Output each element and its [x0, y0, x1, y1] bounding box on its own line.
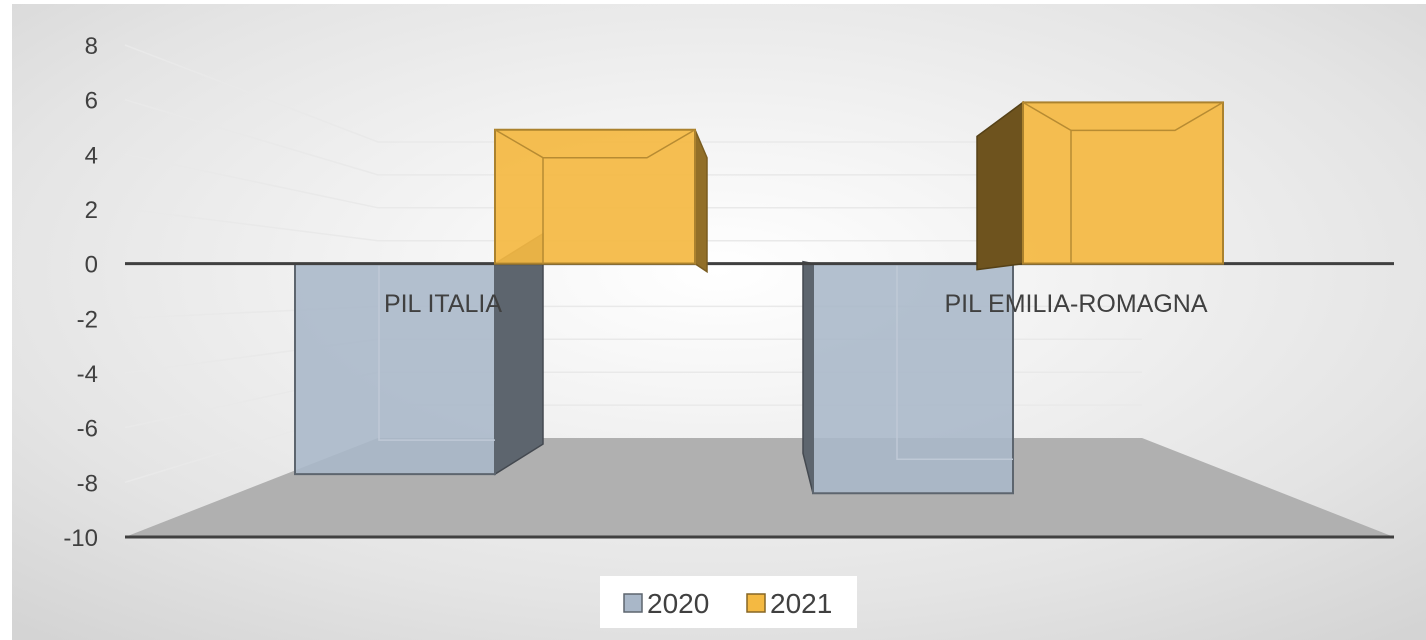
bar-2020-0: [294, 232, 544, 476]
legend-label: 2021: [770, 588, 832, 619]
bar-inner-edge: [1071, 101, 1224, 132]
legend-swatch: [746, 593, 766, 613]
y-tick-label: 0: [85, 252, 98, 279]
y-tick-label: -2: [77, 306, 98, 333]
y-tick-label: -8: [77, 470, 98, 497]
bar-2021-0: [494, 128, 708, 274]
legend: 2020 2021: [600, 576, 857, 628]
chart-background: [12, 4, 1426, 640]
y-tick-label: -10: [63, 525, 98, 552]
legend-swatch: [623, 593, 643, 613]
category-label: PIL EMILIA-ROMAGNA: [944, 290, 1207, 318]
bar-2021-1: [976, 100, 1224, 271]
legend-background: [600, 576, 857, 628]
bars-front-layer: [494, 100, 1224, 274]
gridline: [124, 153, 1142, 209]
bar-inner-edge: [378, 265, 495, 441]
bar-front-face: [494, 128, 696, 265]
bar-side-face: [494, 232, 544, 476]
y-tick-label: 2: [85, 197, 98, 224]
y-tick-label: 8: [85, 33, 98, 60]
category-labels: PIL ITALIA PIL EMILIA-ROMAGNA: [384, 290, 1208, 318]
y-tick-label: -4: [77, 361, 98, 388]
y-tick-label: 6: [85, 88, 98, 115]
y-tick-label: -6: [77, 416, 98, 443]
y-axis-tick-labels: 8 6 4 2 0 -2 -4 -6 -8 -10: [63, 33, 98, 552]
bar-front-face: [1022, 101, 1224, 265]
bar-2020-1: [802, 260, 1014, 495]
bar-inner-edge: [543, 129, 696, 159]
legend-label: 2020: [647, 588, 709, 619]
gridline: [124, 44, 1142, 143]
bar-side-face: [802, 260, 814, 494]
category-label: PIL ITALIA: [384, 290, 502, 318]
bar-inner-edge: [896, 265, 1013, 461]
bar-front-face: [294, 262, 496, 476]
bars-back-layer: [294, 232, 1014, 495]
gridline: [124, 98, 1142, 176]
y-tick-label: 4: [85, 142, 98, 169]
gridline: [124, 208, 1142, 242]
bar-front-face: [812, 262, 1014, 495]
